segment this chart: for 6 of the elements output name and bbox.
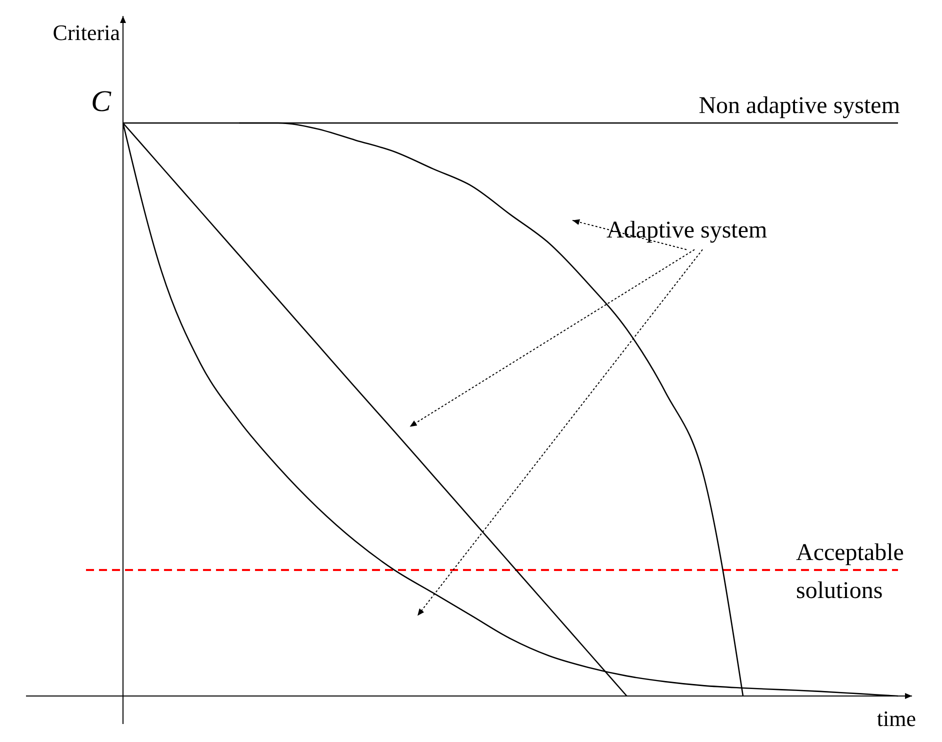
text: C: [90, 85, 112, 118]
ref-line-label: Acceptable solutions: [796, 540, 904, 604]
annotation: Adaptive system: [606, 218, 768, 244]
series-label: Non adaptive system: [698, 93, 900, 119]
y-axis-title: Criteria: [52, 20, 120, 45]
x-axis-title: time: [876, 706, 916, 731]
